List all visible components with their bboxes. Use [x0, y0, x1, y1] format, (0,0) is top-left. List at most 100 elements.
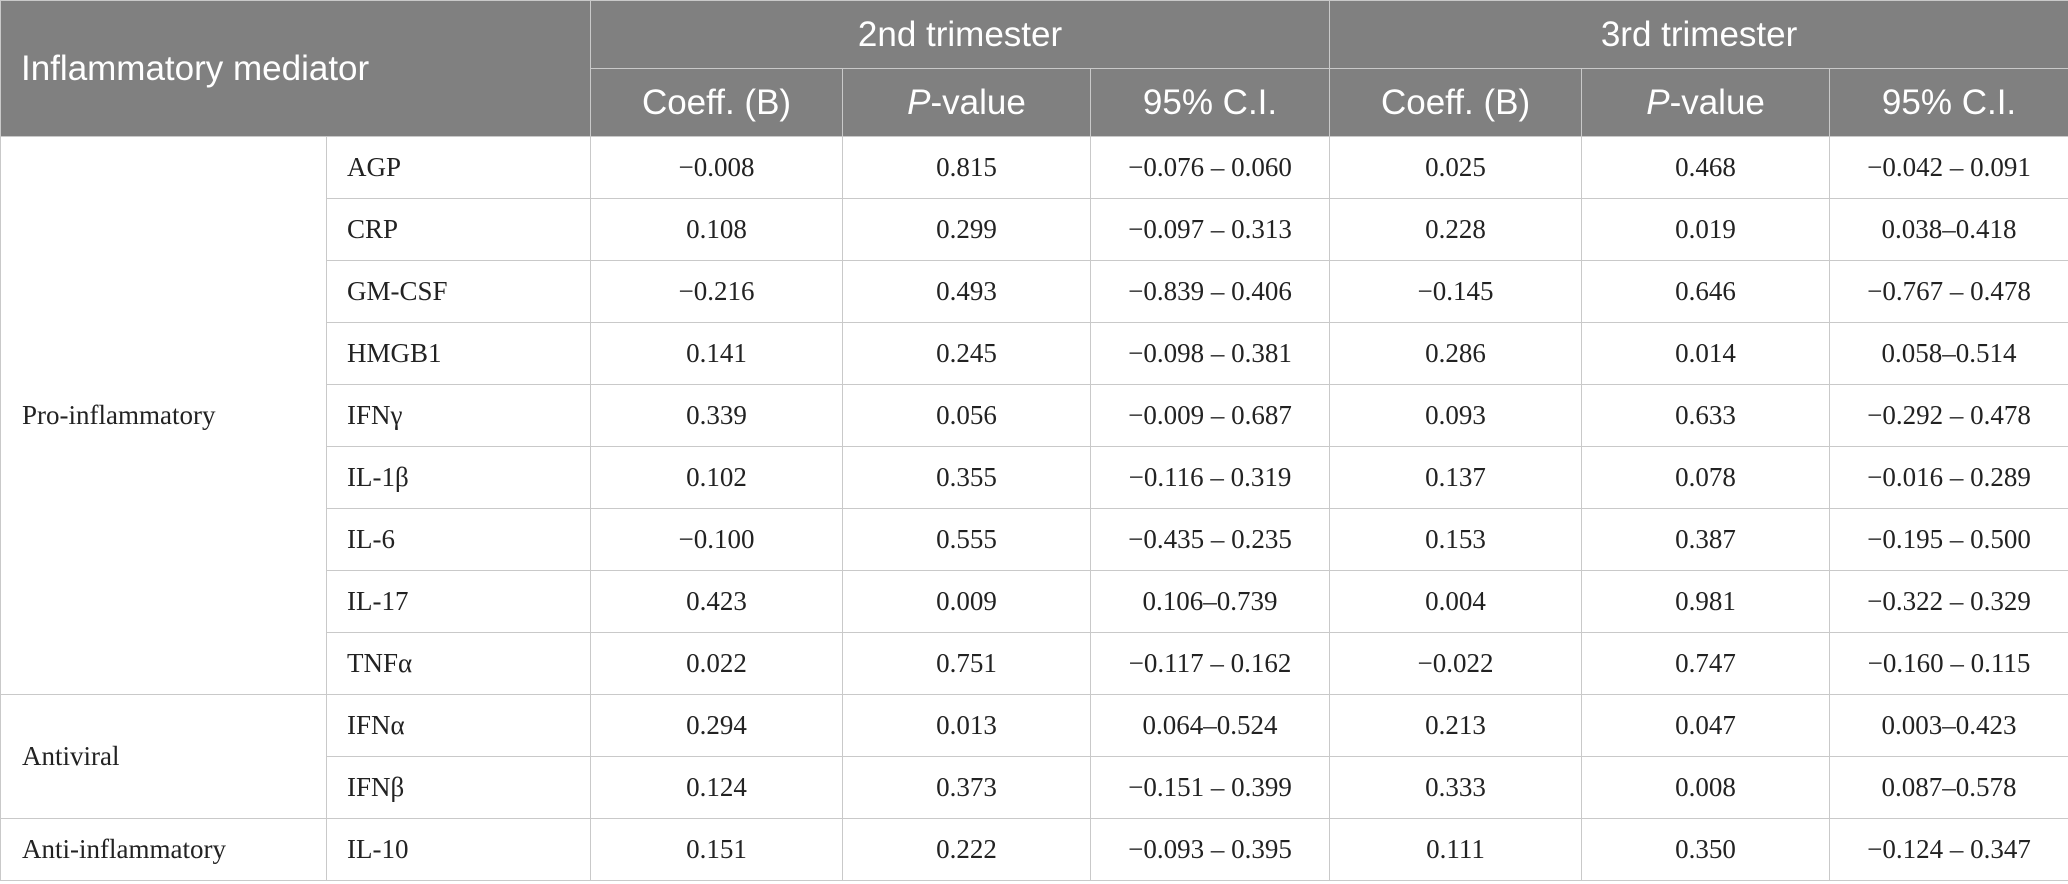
t3-coeff-cell: 0.153 — [1329, 508, 1583, 571]
t3-ci-cell: 0.058–0.514 — [1829, 322, 2068, 385]
t3-ci-cell: −0.322 – 0.329 — [1829, 570, 2068, 633]
t3-pvalue-cell: 0.981 — [1581, 570, 1831, 633]
t3-pvalue-cell: 0.468 — [1581, 136, 1831, 199]
t2-ci-cell: −0.116 – 0.319 — [1090, 446, 1331, 509]
t2-ci-cell: −0.151 – 0.399 — [1090, 756, 1331, 819]
t3-ci-cell: −0.160 – 0.115 — [1829, 632, 2068, 695]
t3-coeff-cell: 0.111 — [1329, 818, 1583, 881]
p-letter: P — [1646, 82, 1670, 122]
t2-coeff-cell: 0.339 — [590, 384, 844, 447]
t3-ci-cell: −0.767 – 0.478 — [1829, 260, 2068, 323]
t2-pvalue-cell: 0.751 — [842, 632, 1092, 695]
t2-ci-cell: −0.839 – 0.406 — [1090, 260, 1331, 323]
table-row: Antiviral IFNα 0.294 0.013 0.064–0.524 0.213 0… — [0, 694, 2068, 819]
mediator-cell: IFNα — [325, 694, 592, 757]
t2-coeff-cell: 0.108 — [590, 198, 844, 261]
table-row: IFNγ 0.339 0.056 −0.009 – 0.687 0.093 0.633 −0… — [1, 384, 2068, 447]
t3-ci-cell: 0.003–0.423 — [1829, 694, 2068, 757]
t2-pvalue-cell: 0.815 — [842, 136, 1092, 199]
t2-coeff-cell: 0.294 — [590, 694, 844, 757]
t3-ci-cell: −0.016 – 0.289 — [1829, 446, 2068, 509]
mediator-cell: IL-10 — [325, 818, 592, 881]
t3-coeff-header: Coeff. (B) — [1329, 68, 1583, 137]
t2-pvalue-cell: 0.009 — [842, 570, 1092, 633]
t2-pvalue-cell: 0.056 — [842, 384, 1092, 447]
t2-ci-cell: 0.106–0.739 — [1090, 570, 1331, 633]
t3-pvalue-cell: 0.078 — [1581, 446, 1831, 509]
t2-coeff-cell: 0.124 — [590, 756, 844, 819]
table-row: IFNβ 0.124 0.373 −0.151 – 0.399 0.333 0.008 0.… — [1, 756, 2068, 819]
mediator-column-header: Inflammatory mediator — [0, 0, 592, 137]
t3-ci-cell: −0.042 – 0.091 — [1829, 136, 2068, 199]
t2-coeff-cell: 0.151 — [590, 818, 844, 881]
table-row: Anti-inflammatory IL-10 0.151 0.222 −0.093 –… — [0, 818, 2068, 881]
t2-coeff-cell: −0.216 — [590, 260, 844, 323]
mediator-cell: CRP — [325, 198, 592, 261]
t3-coeff-cell: 0.333 — [1329, 756, 1583, 819]
t3-pvalue-cell: 0.747 — [1581, 632, 1831, 695]
table-header: Inflammatory mediator 2nd trimester 3rd … — [0, 0, 2068, 137]
t2-ci-cell: 0.064–0.524 — [1090, 694, 1331, 757]
trimester-2-header: 2nd trimester — [590, 0, 1331, 69]
table-row: IL-6 −0.100 0.555 −0.435 – 0.235 0.153 0.387−… — [1, 508, 2068, 571]
t3-ci-cell: −0.195 – 0.500 — [1829, 508, 2068, 571]
t2-pvalue-cell: 0.373 — [842, 756, 1092, 819]
t2-ci-cell: −0.435 – 0.235 — [1090, 508, 1331, 571]
t3-coeff-cell: 0.025 — [1329, 136, 1583, 199]
t2-pvalue-cell: 0.222 — [842, 818, 1092, 881]
t2-pvalue-cell: 0.555 — [842, 508, 1092, 571]
t2-ci-header: 95% C.I. — [1090, 68, 1331, 137]
t3-pvalue-cell: 0.008 — [1581, 756, 1831, 819]
t2-coeff-cell: −0.100 — [590, 508, 844, 571]
t2-pvalue-cell: 0.013 — [842, 694, 1092, 757]
t2-pvalue-header: P-value — [842, 68, 1092, 137]
t3-coeff-cell: 0.004 — [1329, 570, 1583, 633]
trimester-3-header: 3rd trimester — [1329, 0, 2068, 69]
t3-ci-cell: 0.038–0.418 — [1829, 198, 2068, 261]
table-body: Pro-inflammatory AGP −0.008 0.815 −0.076 – 0… — [0, 136, 2068, 881]
mediator-cell: IL-6 — [325, 508, 592, 571]
t2-coeff-header: Coeff. (B) — [590, 68, 844, 137]
table-row: Pro-inflammatory AGP −0.008 0.815 −0.076 – 0… — [0, 136, 2068, 695]
p-suffix: -value — [930, 82, 1026, 122]
t2-pvalue-cell: 0.245 — [842, 322, 1092, 385]
t3-coeff-cell: −0.022 — [1329, 632, 1583, 695]
table-row: HMGB1 0.141 0.245 −0.098 – 0.381 0.286 0.014 0… — [1, 322, 2068, 385]
t3-pvalue-cell: 0.019 — [1581, 198, 1831, 261]
t2-ci-cell: −0.093 – 0.395 — [1090, 818, 1331, 881]
mediator-cell: IFNγ — [325, 384, 592, 447]
table-row: GM-CSF −0.216 0.493 −0.839 – 0.406 −0.145 0.6… — [1, 260, 2068, 323]
t3-coeff-cell: 0.093 — [1329, 384, 1583, 447]
t2-pvalue-cell: 0.299 — [842, 198, 1092, 261]
mediator-cell: HMGB1 — [325, 322, 592, 385]
t3-pvalue-cell: 0.350 — [1581, 818, 1831, 881]
mediator-cell: IFNβ — [325, 756, 592, 819]
t3-coeff-cell: 0.137 — [1329, 446, 1583, 509]
group-label: Anti-inflammatory — [0, 818, 327, 881]
t2-ci-cell: −0.009 – 0.687 — [1090, 384, 1331, 447]
mediator-cell: AGP — [325, 136, 592, 199]
mediator-cell: IL-17 — [325, 570, 592, 633]
t3-pvalue-cell: 0.014 — [1581, 322, 1831, 385]
table-row: IL-17 0.423 0.009 0.106–0.739 0.004 0.981 −0.3… — [1, 570, 2068, 633]
t3-coeff-cell: −0.145 — [1329, 260, 1583, 323]
t3-ci-cell: −0.292 – 0.478 — [1829, 384, 2068, 447]
t3-pvalue-cell: 0.633 — [1581, 384, 1831, 447]
t3-pvalue-cell: 0.047 — [1581, 694, 1831, 757]
t2-ci-cell: −0.076 – 0.060 — [1090, 136, 1331, 199]
mediator-cell: GM-CSF — [325, 260, 592, 323]
table-row: IL-1β 0.102 0.355 −0.116 – 0.319 0.137 0.078−… — [1, 446, 2068, 509]
group-label: Pro-inflammatory — [0, 136, 327, 695]
p-letter: P — [907, 82, 931, 122]
t2-ci-cell: −0.117 – 0.162 — [1090, 632, 1331, 695]
t2-ci-cell: −0.097 – 0.313 — [1090, 198, 1331, 261]
t3-ci-header: 95% C.I. — [1829, 68, 2068, 137]
t3-pvalue-cell: 0.387 — [1581, 508, 1831, 571]
t2-coeff-cell: −0.008 — [590, 136, 844, 199]
p-suffix: -value — [1669, 82, 1765, 122]
t2-coeff-cell: 0.022 — [590, 632, 844, 695]
t2-pvalue-cell: 0.355 — [842, 446, 1092, 509]
mediator-cell: IL-1β — [325, 446, 592, 509]
t3-ci-cell: 0.087–0.578 — [1829, 756, 2068, 819]
